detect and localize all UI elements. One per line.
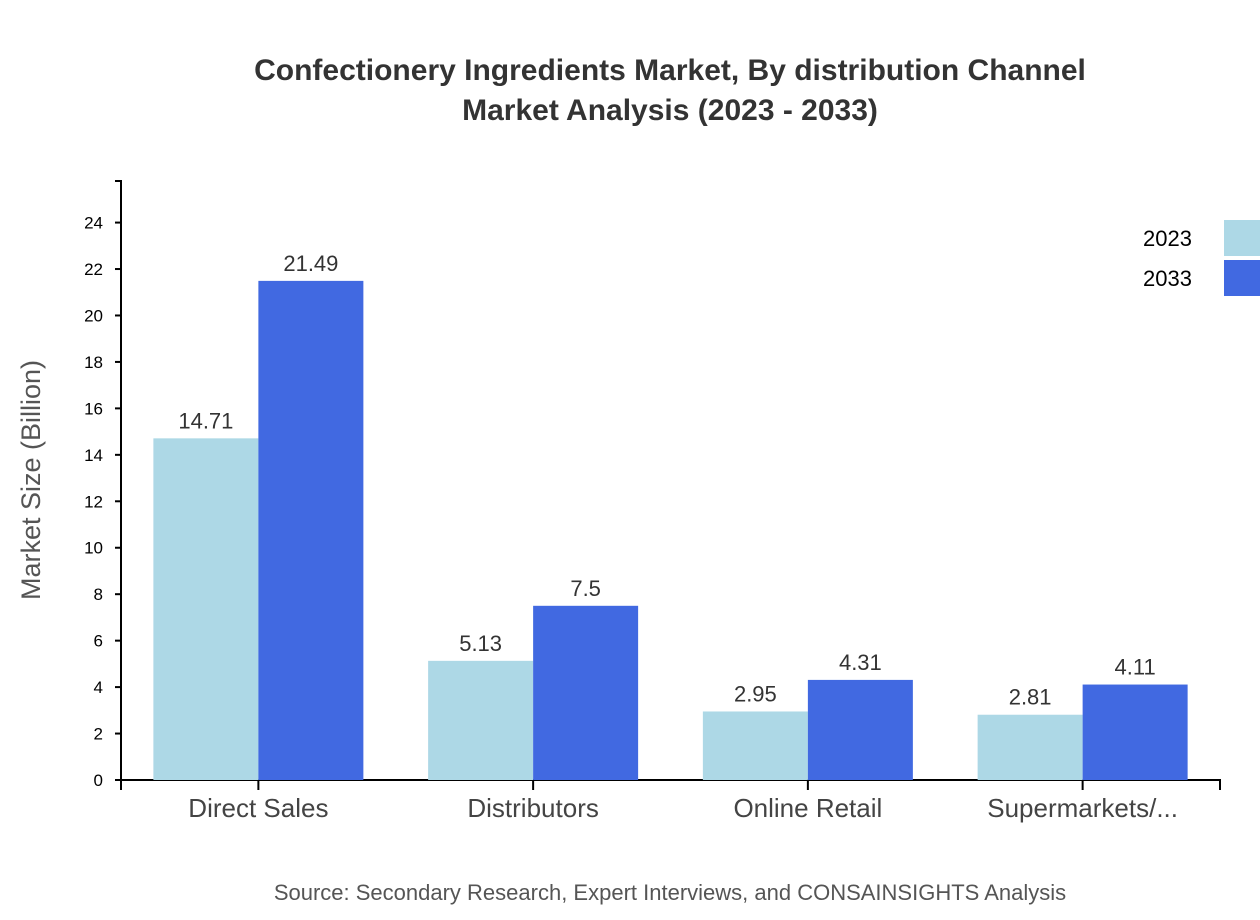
y-tick-label: 0	[94, 771, 103, 790]
x-tick-label: Online Retail	[733, 793, 882, 823]
y-axis-label: Market Size (Billion)	[16, 360, 46, 600]
legend-label: 2033	[1143, 266, 1192, 291]
bar-2023	[153, 438, 259, 780]
y-tick-label: 8	[94, 585, 103, 604]
data-label: 14.71	[178, 408, 233, 433]
y-axis-line	[115, 180, 122, 780]
chart-subtitle: Market Analysis (2023 - 2033)	[462, 94, 878, 127]
x-tick-label: Distributors	[467, 793, 598, 823]
bar-2023	[977, 714, 1083, 780]
legend-swatch-2033	[1224, 260, 1260, 296]
legend-swatch-2023	[1224, 220, 1260, 256]
bar-2023	[428, 660, 534, 780]
y-tick-label: 14	[84, 446, 103, 465]
x-tick-label: Supermarkets/...	[987, 793, 1178, 823]
data-label: 2.95	[734, 681, 777, 706]
y-tick-label: 20	[84, 306, 103, 325]
x-tick-label: Direct Sales	[188, 793, 328, 823]
y-tick-label: 4	[94, 678, 103, 697]
y-tick-label: 18	[84, 353, 103, 372]
chart-title: Confectionery Ingredients Market, By dis…	[254, 54, 1086, 87]
source-note: Source: Secondary Research, Expert Inter…	[274, 880, 1066, 905]
y-tick-label: 2	[94, 725, 103, 744]
bar-2033	[258, 280, 364, 780]
data-label: 4.11	[1115, 655, 1156, 680]
y-tick-label: 6	[94, 632, 103, 651]
y-tick-label: 10	[84, 539, 103, 558]
y-tick-label: 24	[84, 214, 103, 233]
x-axis-line	[120, 779, 1221, 790]
data-label: 2.81	[1009, 685, 1052, 710]
bar-2023	[702, 711, 808, 780]
bar-2033	[1082, 684, 1188, 780]
bar-2033	[807, 679, 913, 780]
data-label: 7.5	[570, 576, 601, 601]
data-label: 4.31	[839, 650, 882, 675]
bar-2033	[533, 605, 639, 780]
data-label: 5.13	[459, 631, 502, 656]
data-label: 21.49	[283, 251, 338, 276]
y-tick-label: 12	[84, 492, 103, 511]
y-tick-label: 16	[84, 399, 103, 418]
y-tick-label: 22	[84, 260, 103, 279]
legend-label: 2023	[1143, 226, 1192, 251]
